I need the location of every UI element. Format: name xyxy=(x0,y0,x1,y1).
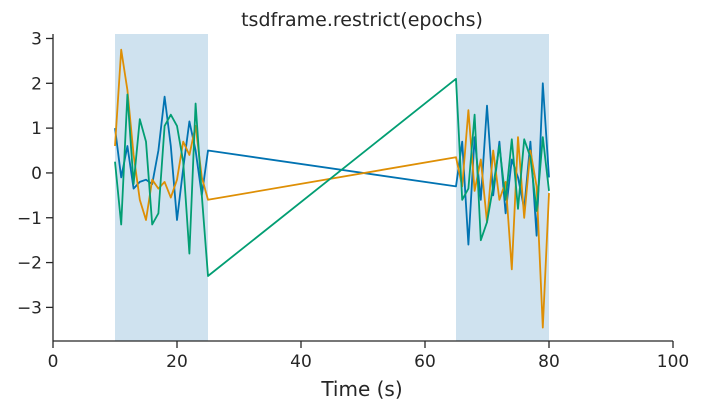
x-tick-label: 0 xyxy=(48,352,59,372)
x-tick-label: 40 xyxy=(290,352,312,372)
y-tick-label: −2 xyxy=(17,254,42,274)
x-tick-label: 60 xyxy=(414,352,436,372)
x-tick-label: 100 xyxy=(657,352,689,372)
y-tick-label: 2 xyxy=(31,74,42,94)
x-tick-label: 80 xyxy=(538,352,560,372)
series-line-3 xyxy=(114,77,550,277)
x-ticks-group: 0 20 40 60 80 100 xyxy=(48,341,689,372)
x-axis-label: Time (s) xyxy=(320,377,402,401)
y-tick-label: −3 xyxy=(17,298,42,318)
series-lines-group xyxy=(114,48,550,329)
y-ticks-group: −3 −2 −1 0 1 2 3 xyxy=(17,29,53,318)
y-tick-label: 1 xyxy=(31,119,42,139)
x-tick-label: 20 xyxy=(166,352,188,372)
epoch-shade-1 xyxy=(115,34,208,341)
y-tick-label: 3 xyxy=(31,29,42,49)
y-tick-label: 0 xyxy=(31,164,42,184)
chart-title: tsdframe.restrict(epochs) xyxy=(241,9,483,31)
y-tick-label: −1 xyxy=(17,209,42,229)
